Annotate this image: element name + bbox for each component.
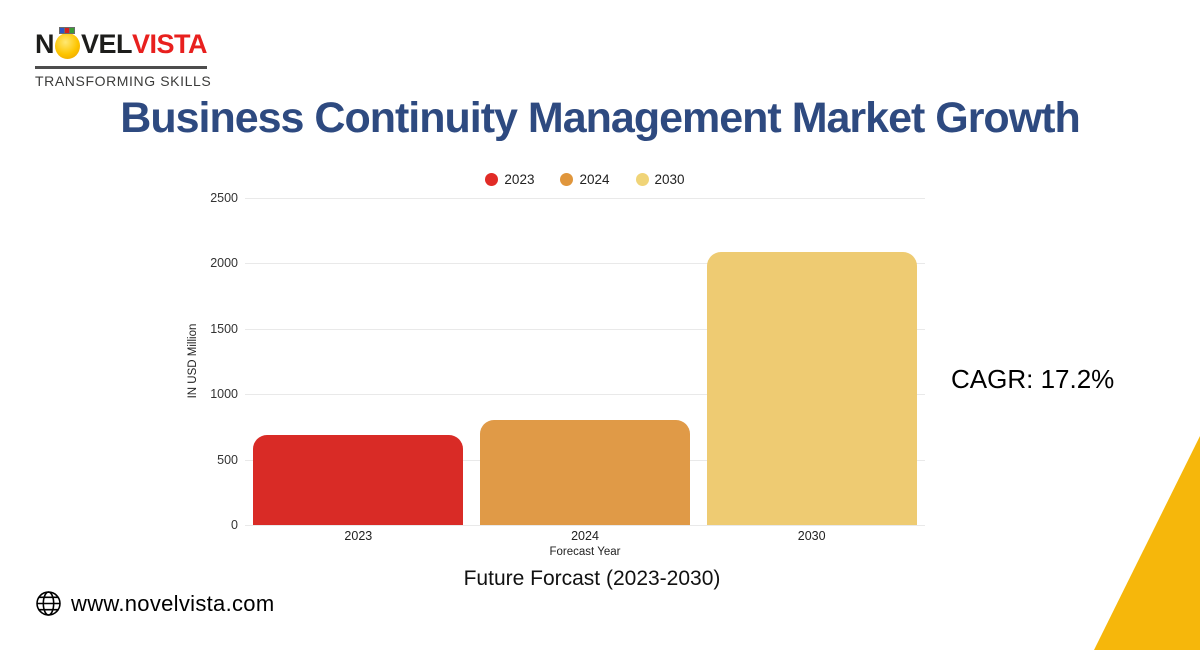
- legend-dot-icon: [560, 172, 574, 186]
- x-tick-label: 2030: [797, 529, 826, 543]
- brand-logo: N VEL VISTA TRANSFORMING SKILLS: [35, 26, 212, 89]
- bar-2024: [480, 420, 690, 525]
- y-tick-label: 2000: [210, 256, 238, 271]
- legend-dot-icon: [485, 172, 499, 186]
- gridline: [245, 328, 925, 330]
- globe-icon: [36, 591, 61, 616]
- legend-label: 2024: [579, 171, 610, 187]
- legend-item: 2023: [485, 172, 534, 187]
- logo-divider: [35, 66, 207, 69]
- page-title: Business Continuity Management Market Gr…: [120, 94, 1080, 142]
- x-tick-label: 2024: [571, 529, 599, 543]
- legend-item: 2030: [635, 171, 685, 187]
- y-tick-label: 2500: [210, 191, 238, 205]
- chart-legend: 2023 2024 2030: [245, 170, 925, 188]
- x-tick-label: 2023: [344, 529, 373, 543]
- x-axis-title: Forecast Year: [549, 546, 621, 558]
- legend-item: 2024: [560, 171, 610, 187]
- brand-name: N VEL VISTA: [35, 26, 208, 62]
- gridline: [245, 525, 925, 526]
- footer: www.novelvista.com: [35, 590, 274, 617]
- bar-2030: [706, 251, 917, 525]
- website-link: www.novelvista.com: [71, 590, 275, 616]
- bulb-cap-icon: [59, 27, 76, 34]
- gridline: [245, 198, 925, 199]
- lightbulb-ball-icon: [55, 27, 80, 59]
- corner-triangle-decoration: [1094, 436, 1200, 650]
- x-axis-tick-labels: 2023 2024 2030: [245, 529, 925, 545]
- cagr-label: CAGR: 17.2%: [951, 364, 1115, 394]
- y-tick-label: 1500: [210, 321, 238, 336]
- y-tick-label: 500: [217, 452, 238, 467]
- legend-dot-icon: [635, 172, 649, 186]
- brand-tagline: TRANSFORMING SKILLS: [35, 73, 212, 89]
- y-tick-label: 1000: [210, 387, 238, 402]
- brand-name-red: VISTA: [131, 28, 208, 59]
- bar-2023: [253, 434, 464, 525]
- legend-label: 2030: [654, 171, 685, 187]
- gridline: [245, 394, 925, 396]
- plot-area: [245, 198, 925, 526]
- brand-name-dark-1: N: [35, 28, 55, 59]
- y-axis-tick-labels: 0 500 1000 1500 2000 2500: [168, 191, 238, 532]
- gridline: [245, 263, 925, 265]
- chart-subtitle: Future Forcast (2023-2030): [463, 567, 721, 590]
- legend-label: 2023: [504, 171, 535, 187]
- y-tick-label: 0: [231, 518, 238, 532]
- brand-name-dark-2: VEL: [80, 28, 133, 59]
